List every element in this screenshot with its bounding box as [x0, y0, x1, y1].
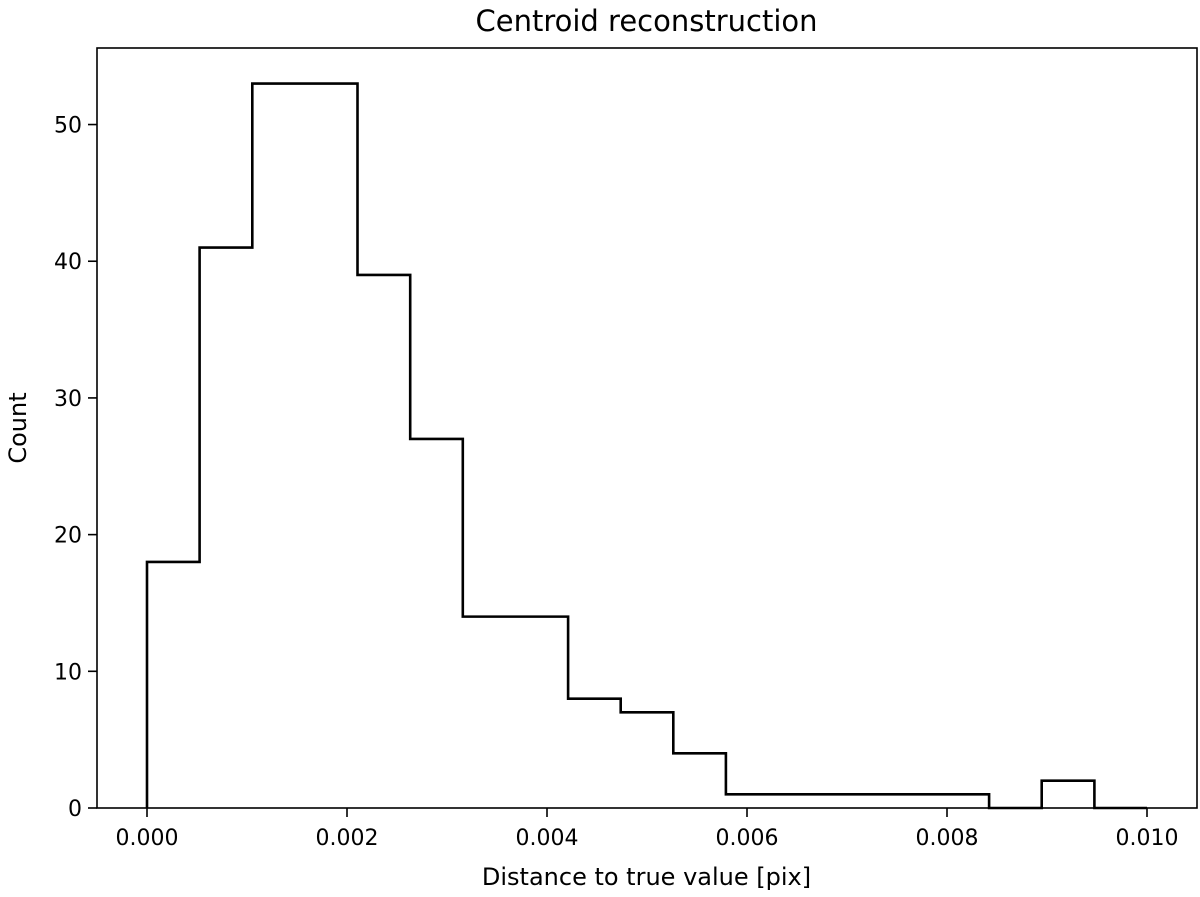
- y-tick-label: 30: [54, 387, 82, 412]
- plot-frame: [96, 47, 1198, 809]
- x-tick-label: 0.000: [116, 826, 179, 851]
- x-tick-label: 0.008: [916, 826, 979, 851]
- plot-area: [145, 82, 1147, 810]
- y-tick-label: 10: [54, 660, 82, 685]
- y-axis-label: Count: [4, 392, 32, 463]
- x-tick-label: 0.004: [516, 826, 579, 851]
- x-tick-label: 0.006: [716, 826, 779, 851]
- x-axis-label: Distance to true value [pix]: [482, 863, 811, 891]
- y-axis: 0 10 20 30 40 50: [54, 114, 97, 822]
- y-tick-label: 50: [54, 114, 82, 139]
- x-axis: 0.000 0.002 0.004 0.006 0.008 0.010: [116, 808, 1179, 851]
- x-tick-label: 0.010: [1116, 826, 1179, 851]
- x-tick-label: 0.002: [316, 826, 379, 851]
- histogram-step-line: [145, 82, 1147, 810]
- y-tick-label: 20: [54, 524, 82, 549]
- chart-title: Centroid reconstruction: [475, 4, 817, 38]
- y-tick-label: 40: [54, 250, 82, 275]
- y-tick-label: 0: [68, 797, 82, 822]
